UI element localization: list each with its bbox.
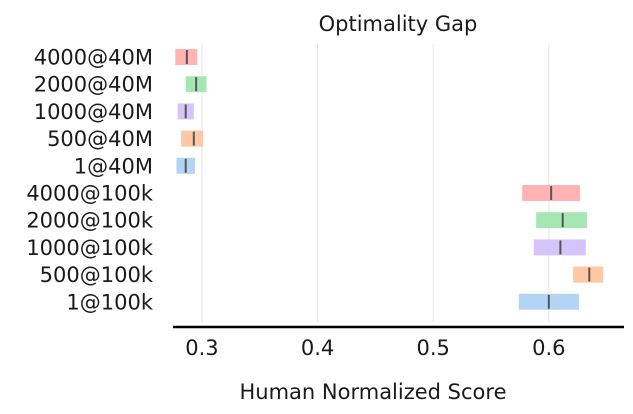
category-label: 1@100k — [66, 290, 153, 314]
category-label: 500@40M — [47, 127, 153, 151]
x-axis-title: Human Normalized Score — [240, 380, 507, 404]
chart-title: Optimality Gap — [319, 12, 478, 36]
x-tick-label: 0.4 — [301, 336, 334, 360]
category-label: 1000@100k — [26, 236, 154, 260]
category-label: 500@100k — [40, 263, 154, 287]
interval-bar — [536, 212, 587, 229]
median-markers — [184, 50, 591, 309]
interval-bar — [181, 130, 204, 147]
category-label: 2000@100k — [26, 209, 154, 233]
category-labels: 4000@40M 2000@40M 1000@40M 500@40M 1@40M 4000… — [26, 46, 154, 315]
x-tick-label: 0.5 — [416, 336, 449, 360]
interval-bar — [573, 266, 604, 283]
category-label: 1000@40M — [34, 100, 153, 124]
category-label: 4000@100k — [26, 182, 154, 206]
x-tick-label: 0.6 — [532, 336, 565, 360]
category-label: 4000@40M — [34, 46, 153, 70]
x-tick-labels: 0.3 0.4 0.5 0.6 — [185, 336, 565, 360]
gridlines — [201, 44, 550, 322]
category-label: 2000@40M — [34, 73, 153, 97]
interval-bars — [175, 49, 604, 310]
category-label: 1@40M — [74, 154, 153, 178]
x-tick-label: 0.3 — [185, 336, 218, 360]
